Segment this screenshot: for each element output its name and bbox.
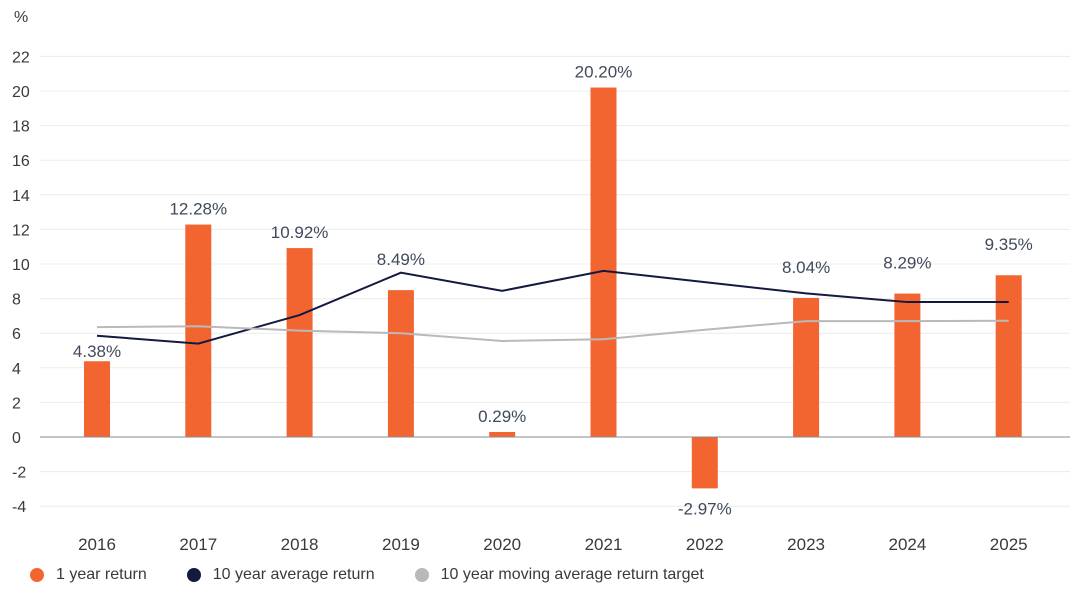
y-tick-label: 0 [12, 430, 21, 447]
y-tick-label: 18 [12, 119, 30, 136]
x-tick-label: 2017 [179, 535, 217, 554]
bar-series [84, 87, 1022, 489]
y-tick-label: 12 [12, 222, 30, 239]
data-label-2016: 4.38% [73, 342, 121, 361]
line-10-year-moving-average-return-target [96, 319, 1009, 342]
legend-label-1-year-return: 1 year return [56, 566, 147, 583]
legend-item-1-year-return: 1 year return [30, 566, 147, 584]
bar-2019 [387, 290, 414, 437]
legend-label-10-year-moving-average-return-target: 10 year moving average return target [440, 566, 704, 583]
legend-swatch-10-year-average-return [186, 568, 201, 582]
line-series [96, 269, 1009, 345]
y-tick-label: -4 [12, 499, 26, 516]
data-label-2025: 9.35% [985, 235, 1033, 254]
x-tick-label: 2023 [787, 535, 825, 554]
data-labels: 4.38% 12.28% 10.92% 8.49% 0.29% 20.20% -2.97% 8… [73, 63, 1033, 519]
x-tick-label: 2018 [281, 535, 319, 554]
x-tick-label: 2019 [382, 535, 420, 554]
x-tick-label: 2025 [990, 535, 1028, 554]
x-tick-label: 2021 [585, 535, 623, 554]
data-label-2017: 12.28% [169, 200, 227, 219]
y-tick-label: 14 [12, 188, 30, 205]
legend-swatch-1-year-return [30, 568, 44, 582]
y-tick-label: 4 [12, 361, 21, 378]
data-label-2024: 8.29% [883, 254, 931, 273]
bar-2016 [84, 361, 110, 437]
data-label-2023: 8.04% [782, 258, 830, 277]
y-axis-ticks: -4 -2 0 2 4 6 8 10 12 14 16 18 20 22 [12, 49, 30, 516]
bar-2025 [995, 275, 1022, 437]
y-axis-unit-label: % [14, 9, 28, 26]
legend-item-10-year-average-return: 10 year average return [186, 566, 375, 584]
x-tick-label: 2024 [888, 535, 926, 554]
y-tick-label: 10 [12, 257, 30, 274]
bar-2018 [286, 248, 313, 437]
y-tick-label: 8 [12, 292, 21, 309]
data-label-2022: -2.97% [678, 499, 732, 518]
data-label-2019: 8.49% [377, 250, 425, 269]
grid-lines [40, 55, 1070, 507]
bar-2022 [691, 437, 718, 489]
y-tick-label: 20 [12, 84, 30, 101]
x-tick-label: 2020 [483, 535, 521, 554]
y-tick-label: 6 [12, 326, 21, 343]
y-tick-label: 16 [12, 153, 30, 170]
x-tick-label: 2016 [78, 535, 116, 554]
x-tick-label: 2022 [686, 535, 724, 554]
y-tick-label: -2 [12, 465, 26, 482]
data-label-2021: 20.20% [575, 63, 633, 82]
legend-label-10-year-average-return: 10 year average return [212, 566, 375, 583]
bar-2023 [793, 297, 820, 437]
y-tick-label: 2 [12, 395, 21, 412]
line-10-year-average-return [96, 269, 1009, 345]
legend: 1 year return 10 year average return 10 … [30, 566, 744, 584]
x-axis-ticks: 2016 2017 2018 2019 2020 2021 2022 2023 2024 2025 [78, 535, 1028, 554]
data-label-2020: 0.29% [478, 407, 526, 426]
legend-item-10-year-moving-average-return-target: 10 year moving average return target [414, 566, 704, 584]
data-label-2018: 10.92% [271, 223, 329, 242]
bar-2020 [489, 431, 516, 437]
bar-2017 [185, 224, 212, 437]
y-tick-label: 22 [12, 49, 30, 66]
legend-swatch-10-year-moving-average-return-target [414, 568, 429, 582]
bar-2021 [590, 87, 617, 437]
bar-2024 [894, 293, 921, 437]
